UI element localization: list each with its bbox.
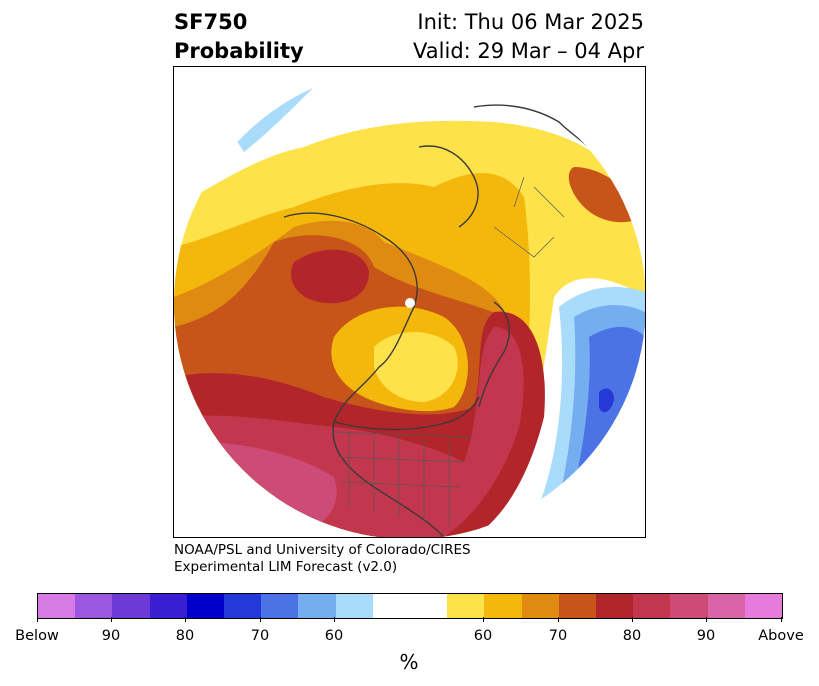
colorbar-segment: [596, 594, 634, 618]
variable-name: SF750: [174, 10, 248, 34]
colorbar-tick-label: 80: [175, 628, 195, 644]
colorbar-tick-label: 90: [101, 628, 121, 644]
colorbar-segment: [112, 594, 150, 618]
colorbar-segment: [410, 594, 448, 618]
credit-line-2: Experimental LIM Forecast (v2.0): [174, 559, 398, 575]
init-date: Init: Thu 06 Mar 2025: [417, 10, 644, 34]
colorbar-segment: [224, 594, 262, 618]
credit-line-1: NOAA/PSL and University of Colorado/CIRE…: [174, 542, 471, 558]
colorbar-segment: [558, 594, 597, 618]
colorbar-tick-label: 70: [250, 628, 270, 644]
colorbar-segment: [38, 594, 76, 618]
colorbar-tick-label: 90: [696, 628, 716, 644]
colorbar-segment: [670, 594, 708, 618]
colorbar-tick-mark: [706, 617, 707, 622]
contour-red-north-america: [291, 249, 369, 304]
colorbar-tick-label: 80: [622, 628, 642, 644]
contour-deep-blue: [599, 388, 614, 413]
colorbar-segment: [484, 594, 522, 618]
north-pole-marker: [405, 298, 415, 308]
colorbar-tick-mark: [558, 617, 559, 622]
colorbar-segment: [186, 594, 225, 618]
colorbar-segment: [149, 594, 187, 618]
product-name: Probability: [174, 39, 304, 63]
borders: [333, 176, 565, 527]
colorbar-segment: [335, 594, 373, 618]
colorbar-unit: %: [399, 650, 419, 674]
colorbar-tick-label: 60: [324, 628, 344, 644]
colorbar-segment: [372, 594, 411, 618]
colorbar-tick-label: Above: [758, 628, 804, 644]
colorbar-tick-mark: [37, 617, 38, 622]
title-block-left: SF750 Probability: [174, 8, 304, 66]
map-svg: [174, 67, 645, 537]
colorbar-tick-label: 60: [473, 628, 493, 644]
colorbar-segment: [75, 594, 113, 618]
colorbar-tick-label: 70: [548, 628, 568, 644]
title-block-right: Init: Thu 06 Mar 2025 Valid: 29 Mar – 04…: [413, 8, 644, 66]
colorbar-segment: [447, 594, 485, 618]
colorbar-segment: [298, 594, 336, 618]
colorbar-tick-mark: [111, 617, 112, 622]
colorbar-segment: [521, 594, 559, 618]
contour-dark-orange-europe: [568, 167, 644, 223]
colorbar: [37, 593, 783, 619]
colorbar-tick-mark: [260, 617, 261, 622]
contour-yellow-center: [374, 332, 458, 402]
colorbar-tick-mark: [632, 617, 633, 622]
colorbar-tick-mark: [781, 617, 782, 622]
colorbar-tick-label: Below: [15, 628, 59, 644]
colorbar-segment: [707, 594, 745, 618]
colorbar-tick-mark: [334, 617, 335, 622]
colorbar-tick-mark: [483, 617, 484, 622]
credit-text: NOAA/PSL and University of Colorado/CIRE…: [174, 542, 471, 576]
valid-range: Valid: 29 Mar – 04 Apr: [413, 39, 644, 63]
probability-map: [173, 66, 646, 538]
colorbar-segment: [633, 594, 671, 618]
colorbar-segment: [261, 594, 299, 618]
colorbar-segment: [744, 594, 783, 618]
colorbar-tick-mark: [185, 617, 186, 622]
